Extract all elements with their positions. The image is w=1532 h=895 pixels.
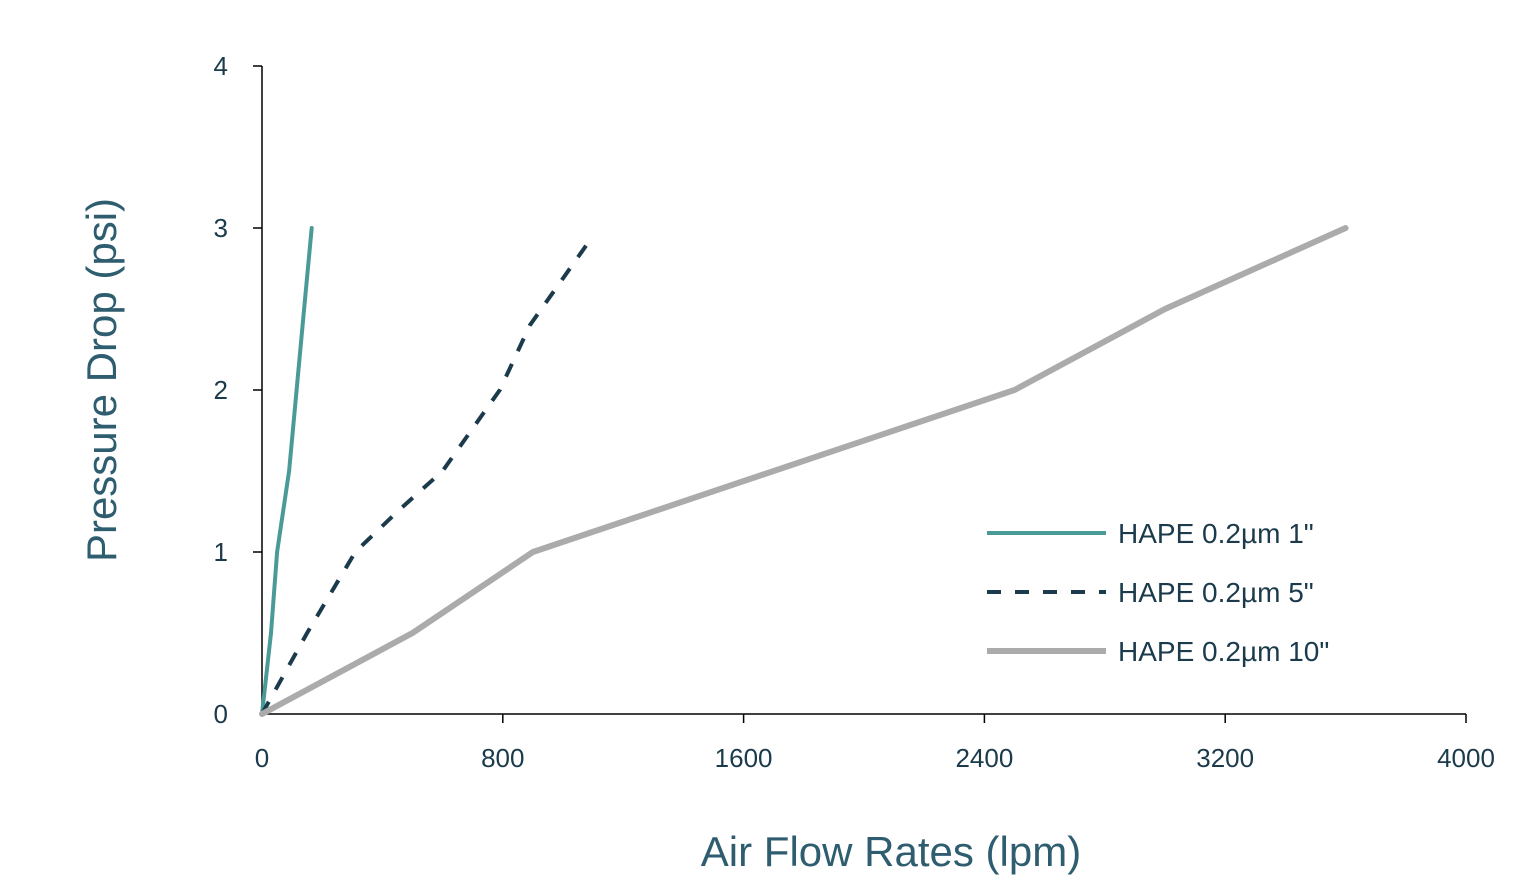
series-layer bbox=[259, 225, 1349, 717]
x-tick-label: 1600 bbox=[715, 743, 773, 773]
y-tick-label: 4 bbox=[214, 51, 228, 81]
legend-label-2: HAPE 0.2µm 5" bbox=[1118, 577, 1314, 608]
x-tick-label: 800 bbox=[481, 743, 524, 773]
x-axis-ticks: 0 800 1600 2400 3200 4000 bbox=[255, 714, 1495, 773]
x-axis-title: Air Flow Rates (lpm) bbox=[701, 828, 1081, 875]
y-axis-title: Pressure Drop (psi) bbox=[78, 198, 125, 562]
x-tick-label: 0 bbox=[255, 743, 269, 773]
y-tick-label: 3 bbox=[214, 213, 228, 243]
y-tick-label: 2 bbox=[214, 375, 228, 405]
legend: HAPE 0.2µm 1" HAPE 0.2µm 5" HAPE 0.2µm 10" bbox=[987, 518, 1329, 667]
x-tick-label: 2400 bbox=[955, 743, 1013, 773]
axes: 0 800 1600 2400 3200 4000 0 1 2 3 4 bbox=[214, 51, 1495, 773]
series-line-2 bbox=[260, 243, 589, 715]
x-tick-label: 4000 bbox=[1437, 743, 1495, 773]
legend-label-1: HAPE 0.2µm 1" bbox=[1118, 518, 1314, 549]
y-tick-label: 0 bbox=[214, 699, 228, 729]
y-axis-ticks: 0 1 2 3 4 bbox=[214, 51, 262, 729]
series-line-1 bbox=[260, 226, 314, 716]
x-tick-label: 3200 bbox=[1196, 743, 1254, 773]
series-line-3 bbox=[259, 225, 1349, 717]
y-tick-label: 1 bbox=[214, 537, 228, 567]
legend-label-3: HAPE 0.2µm 10" bbox=[1118, 636, 1329, 667]
